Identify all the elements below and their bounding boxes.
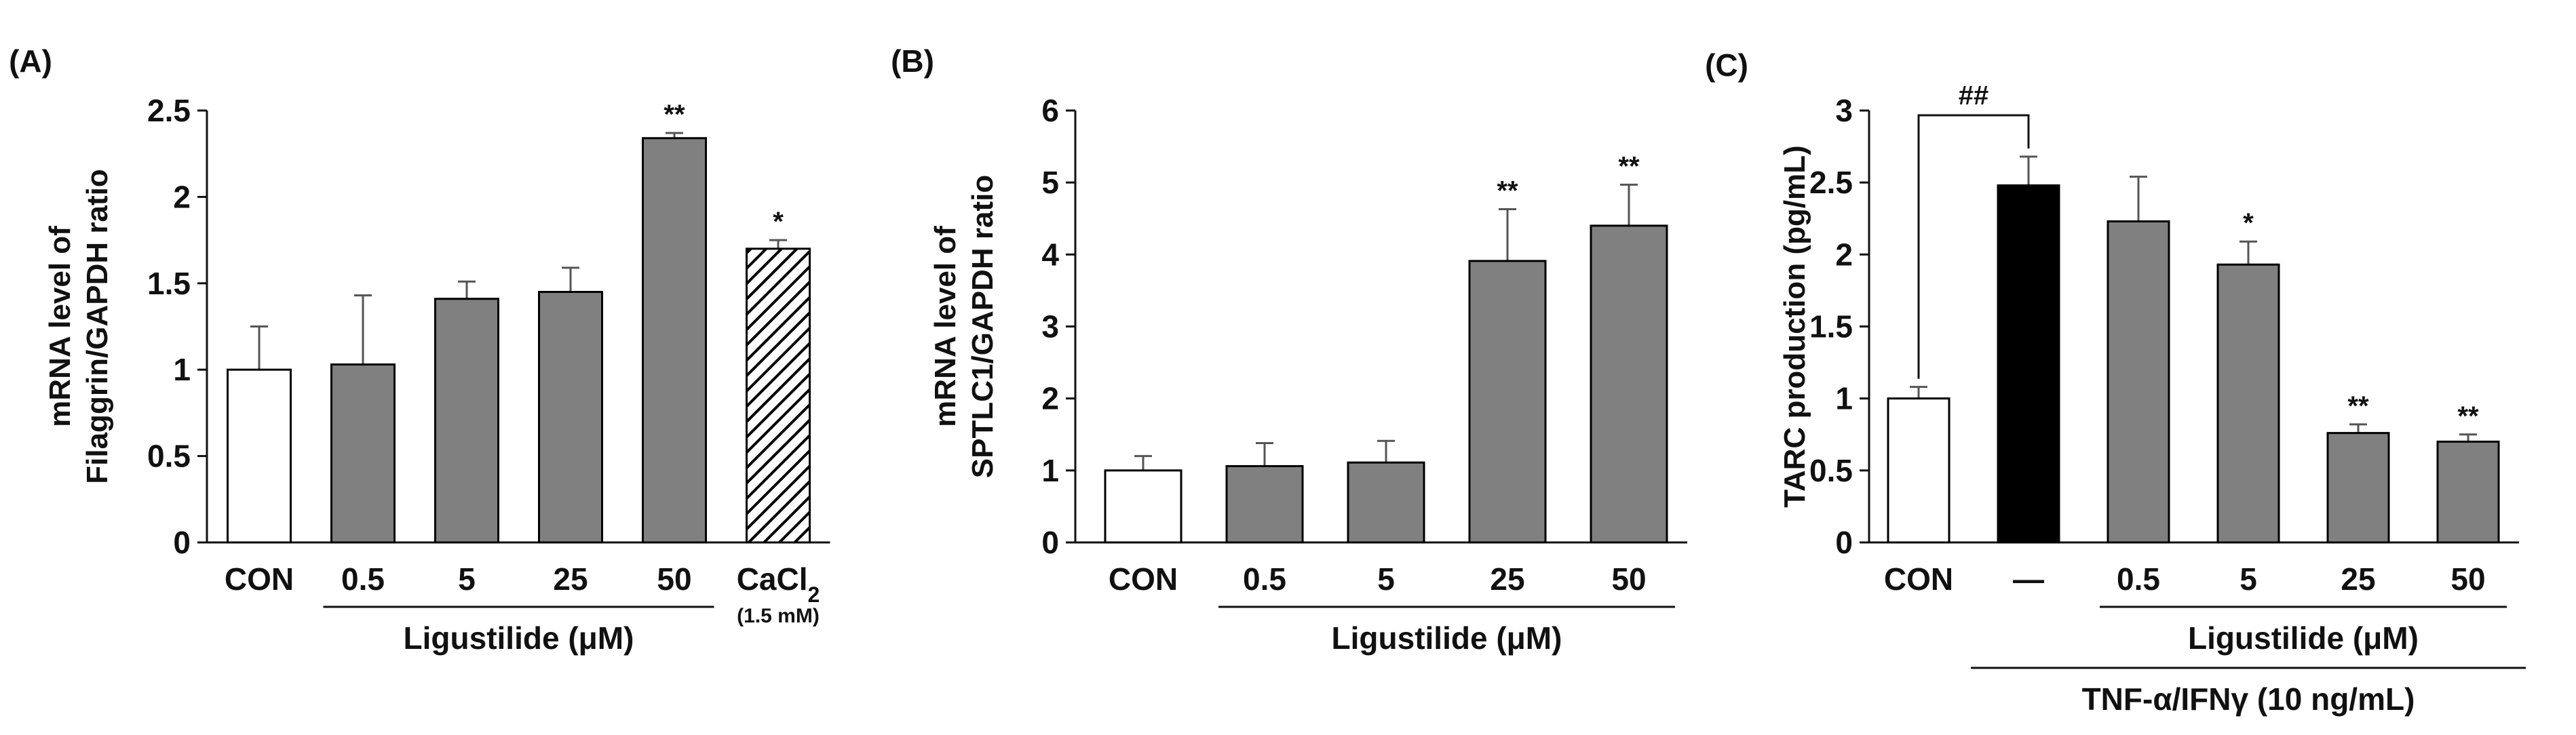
x-category-label: 5 — [1377, 561, 1395, 597]
y-tick-label: 1.5 — [1809, 309, 1853, 344]
group-label: Ligustilide (μM) — [404, 620, 634, 656]
y-tick-label: 2.5 — [147, 93, 191, 128]
x-category-label: 50 — [2450, 561, 2485, 597]
y-axis-label-line: Filaggrin/GAPDH ratio — [81, 169, 114, 483]
bar — [1468, 260, 1547, 544]
chart-a-svg: (A) mRNA level of Filaggrin/GAPDH ratio 0 0.… — [9, 43, 830, 656]
bar — [1104, 469, 1183, 544]
y-axis-label-line: SPTLC1/GAPDH ratio — [966, 175, 999, 478]
chart-c-svg: (C) TARC production (pg/mL) 0 0.5 1 1.5 2 2.5 3 C… — [1705, 47, 2526, 717]
y-axis-label: TARC production (pg/mL) — [1778, 145, 1811, 507]
y-tick-label: 3 — [1835, 93, 1853, 128]
bar — [1590, 224, 1668, 544]
bar — [2326, 432, 2390, 544]
y-tick-label: 2.5 — [1809, 165, 1853, 200]
x-category-label: CON — [1109, 561, 1178, 597]
x-category-label: 25 — [1490, 561, 1524, 597]
y-tick-label: 0 — [173, 525, 191, 560]
x-category-label: 5 — [2239, 561, 2257, 597]
group2-label: TNF-α/IFNγ (10 ng/mL) — [2082, 681, 2415, 717]
panel-b: (B) mRNA level of SPTLC1/GAPDH ratio 0 1 2 3 4 5… — [875, 0, 1689, 735]
comparison-bracket — [1917, 114, 2030, 379]
x-category-label: 25 — [2341, 561, 2375, 597]
bar — [2436, 440, 2500, 544]
x-category-label: 50 — [1611, 561, 1646, 597]
significance-marker: * — [773, 207, 784, 237]
y-tick-label: 3 — [1041, 309, 1059, 344]
bar — [1887, 397, 1950, 544]
y-tick-label: 0.5 — [1809, 453, 1853, 488]
x-category-label: 0.5 — [2117, 561, 2160, 597]
panel-label: (A) — [9, 43, 52, 79]
panel-label: (C) — [1705, 47, 1748, 83]
bar — [538, 291, 603, 544]
group-label: Ligustilide (μM) — [2188, 620, 2419, 656]
significance-marker: ** — [2347, 391, 2369, 421]
x-category-label: 5 — [458, 561, 476, 597]
y-tick-label: 1 — [173, 352, 191, 387]
x-category-label: CaCl2 — [737, 561, 820, 607]
bar — [1225, 464, 1304, 544]
x-category-sublabel: (1.5 mM) — [737, 605, 820, 627]
bar — [746, 247, 811, 544]
x-category-label: 25 — [553, 561, 588, 597]
y-tick-label: 0 — [1041, 525, 1059, 560]
group-label: Ligustilide (μM) — [1332, 620, 1562, 656]
y-tick-label: 1 — [1835, 381, 1853, 416]
y-tick-label: 6 — [1041, 93, 1059, 128]
significance-marker: ** — [1618, 151, 1640, 181]
y-tick-label: 2 — [1041, 381, 1059, 416]
y-tick-label: 5 — [1041, 165, 1059, 200]
bar — [1347, 461, 1425, 544]
bar — [642, 137, 707, 544]
bar — [227, 368, 292, 544]
y-tick-label: 1.5 — [147, 266, 191, 301]
bar — [2216, 263, 2280, 544]
y-tick-label: 4 — [1041, 237, 1059, 272]
y-axis-label-line: mRNA level of — [929, 226, 962, 427]
x-category-label: 0.5 — [1243, 561, 1286, 597]
bracket-label: ## — [1959, 81, 1989, 111]
bar — [434, 298, 499, 544]
significance-marker: ** — [664, 100, 685, 130]
significance-marker: ** — [2457, 401, 2479, 431]
y-tick-label: 0.5 — [147, 439, 191, 474]
y-tick-label: 0 — [1835, 525, 1853, 560]
x-category-label: CON — [225, 561, 294, 597]
bar — [330, 363, 396, 544]
x-category-label: 50 — [657, 561, 691, 597]
x-category-label: CON — [1884, 561, 1953, 597]
x-category-label: 0.5 — [341, 561, 385, 597]
panel-label: (B) — [891, 43, 934, 79]
bar — [1997, 184, 2060, 544]
significance-marker: * — [2243, 208, 2254, 238]
x-category-label: — — [2013, 561, 2044, 597]
panel-c: (C) TARC production (pg/mL) 0 0.5 1 1.5 2 2.5 3 C… — [1689, 0, 2576, 735]
chart-b-svg: (B) mRNA level of SPTLC1/GAPDH ratio 0 1 2 3 4 5… — [891, 43, 1687, 656]
y-tick-label: 1 — [1041, 453, 1059, 488]
y-axis-label-line: mRNA level of — [43, 226, 77, 427]
significance-marker: ** — [1497, 176, 1518, 205]
y-tick-label: 2 — [173, 179, 191, 214]
y-tick-label: 2 — [1835, 237, 1853, 272]
bar — [2107, 220, 2170, 544]
panel-a: (A) mRNA level of Filaggrin/GAPDH ratio 0 0.… — [0, 0, 875, 735]
